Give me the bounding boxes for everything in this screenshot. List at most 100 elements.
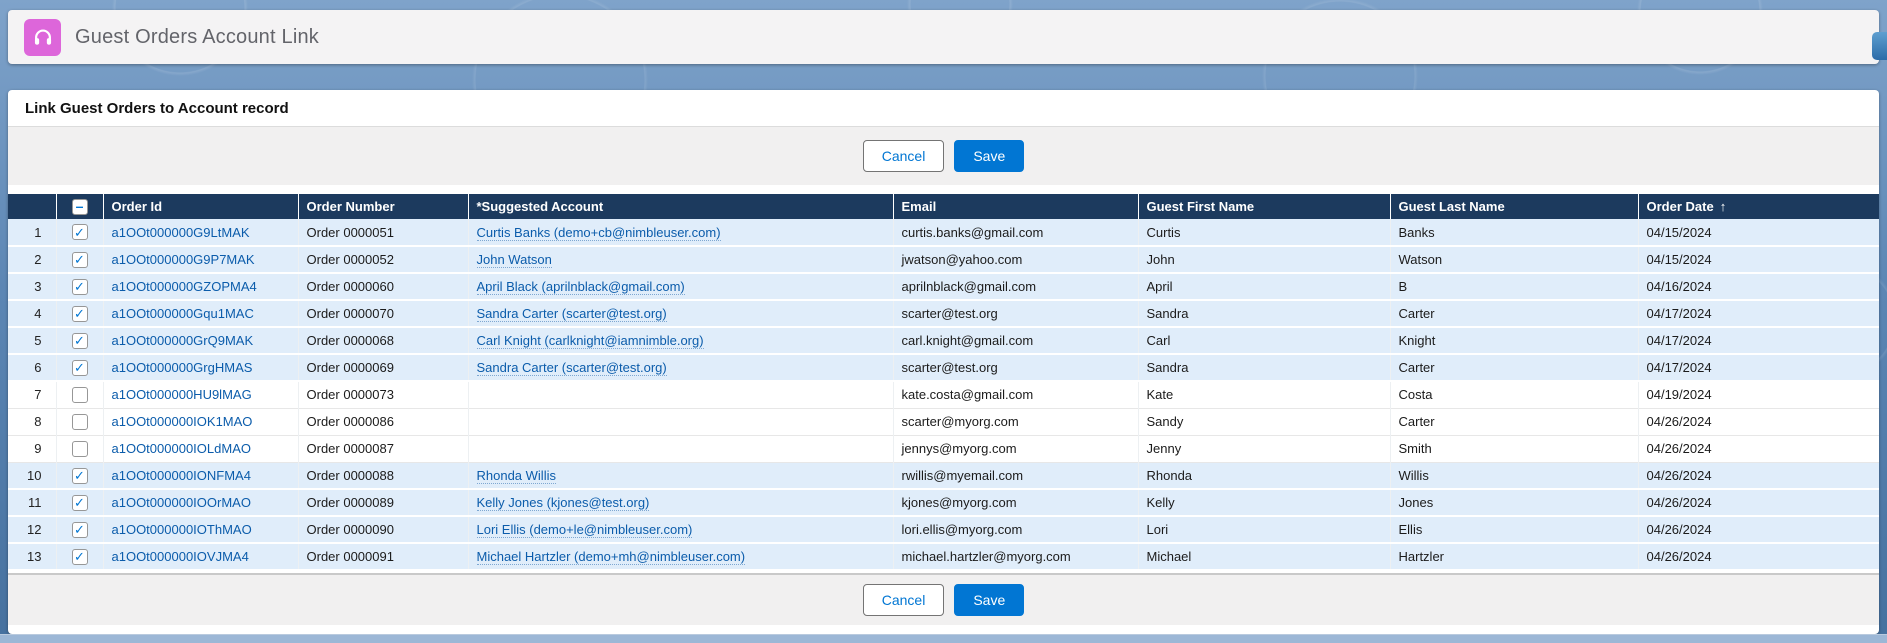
row-checkbox[interactable]: ✓ (71, 305, 88, 322)
checkbox-cell: ✓ (56, 462, 104, 489)
cell-guest-first-name: Rhonda (1138, 462, 1391, 489)
column-header-order-id[interactable]: Order Id (103, 194, 299, 219)
row-checkbox[interactable]: ✓ (71, 332, 88, 349)
table-row: 12 ✓ a1OOt000000IOThMAO Order 0000090 Lo… (8, 516, 1879, 543)
suggested-account-link[interactable]: Carl Knight (carlknight@iamnimble.org) (476, 333, 704, 349)
cell-guest-last-name: Willis (1390, 462, 1639, 489)
cancel-button[interactable]: Cancel (862, 584, 945, 616)
cell-order-id[interactable]: a1OOt000000IOLdMAO (103, 435, 299, 462)
suggested-account-link[interactable]: Michael Hartzler (demo+mh@nimbleuser.com… (476, 549, 746, 565)
row-number: 7 (8, 381, 57, 408)
cell-order-id[interactable]: a1OOt000000GrgHMAS (103, 354, 299, 381)
cell-order-id[interactable]: a1OOt000000IOOrMAO (103, 489, 299, 516)
suggested-account-link[interactable]: Rhonda Willis (476, 467, 556, 484)
cell-order-id[interactable]: a1OOt000000IOThMAO (103, 516, 299, 543)
cell-order-number: Order 0000090 (298, 516, 469, 543)
table-row: 1 ✓ a1OOt000000G9LtMAK Order 0000051 Cur… (8, 219, 1879, 246)
sort-ascending-icon: ↑ (1719, 199, 1727, 214)
cell-order-number: Order 0000068 (298, 327, 469, 354)
cell-guest-first-name: Sandra (1138, 354, 1391, 381)
column-header-order-date[interactable]: Order Date ↑ (1638, 194, 1879, 219)
row-checkbox[interactable]: ✓ (71, 548, 88, 565)
cell-order-id[interactable]: a1OOt000000HU9lMAG (103, 381, 299, 408)
row-number-column-header (8, 194, 57, 219)
table-row: 6 ✓ a1OOt000000GrgHMAS Order 0000069 San… (8, 354, 1879, 381)
cell-guest-first-name: Michael (1138, 543, 1391, 570)
cell-order-id[interactable]: a1OOt000000GrQ9MAK (103, 327, 299, 354)
checkbox-cell: ✓ (56, 543, 104, 570)
row-checkbox[interactable]: ✓ (71, 224, 88, 241)
table-row: 13 ✓ a1OOt000000IOVJMA4 Order 0000091 Mi… (8, 543, 1879, 570)
suggested-account-link[interactable]: Sandra Carter (scarter@test.org) (476, 306, 667, 322)
cell-email: scarter@test.org (893, 354, 1139, 381)
cell-suggested-account: Sandra Carter (scarter@test.org) (468, 354, 894, 381)
cell-order-number: Order 0000087 (298, 435, 469, 462)
table-row: 11 ✓ a1OOt000000IOOrMAO Order 0000089 Ke… (8, 489, 1879, 516)
row-checkbox[interactable]: ✓ (71, 521, 88, 538)
cell-suggested-account: Sandra Carter (scarter@test.org) (468, 300, 894, 327)
cell-order-id[interactable]: a1OOt000000GZOPMA4 (103, 273, 299, 300)
cell-order-id[interactable]: a1OOt000000IOVJMA4 (103, 543, 299, 570)
cell-order-id[interactable]: a1OOt000000G9LtMAK (103, 219, 299, 246)
row-checkbox[interactable]: ✓ (71, 494, 88, 511)
table-row: 10 ✓ a1OOt000000IONFMA4 Order 0000088 Rh… (8, 462, 1879, 489)
cell-guest-first-name: Kelly (1138, 489, 1391, 516)
column-header-guest-last-name[interactable]: Guest Last Name (1390, 194, 1639, 219)
suggested-account-link[interactable]: Curtis Banks (demo+cb@nimbleuser.com) (476, 224, 721, 241)
cell-order-id[interactable]: a1OOt000000IONFMA4 (103, 462, 299, 489)
top-button-bar: Cancel Save (8, 127, 1879, 185)
cancel-button[interactable]: Cancel (862, 140, 945, 172)
cell-order-number: Order 0000089 (298, 489, 469, 516)
cell-order-number: Order 0000052 (298, 246, 469, 273)
row-number: 5 (8, 327, 57, 354)
row-checkbox[interactable] (71, 440, 88, 457)
cell-order-number: Order 0000086 (298, 408, 469, 435)
cell-email: lori.ellis@myorg.com (893, 516, 1139, 543)
row-number: 11 (8, 489, 57, 516)
cell-order-date: 04/26/2024 (1646, 495, 1712, 510)
cell-order-id[interactable]: a1OOt000000IOK1MAO (103, 408, 299, 435)
row-checkbox[interactable]: ✓ (71, 359, 88, 376)
checkbox-cell: ✓ (56, 354, 104, 381)
row-checkbox[interactable]: ✓ (71, 467, 88, 484)
checkbox-cell: ✓ (56, 219, 104, 246)
column-header-email[interactable]: Email (893, 194, 1139, 219)
cell-order-id[interactable]: a1OOt000000Gqu1MAC (103, 300, 299, 327)
row-checkbox[interactable]: ✓ (71, 278, 88, 295)
save-button[interactable]: Save (954, 140, 1025, 172)
cell-guest-first-name: Lori (1138, 516, 1391, 543)
cell-order-id[interactable]: a1OOt000000G9P7MAK (103, 246, 299, 273)
save-button[interactable]: Save (954, 584, 1025, 616)
column-header-order-number[interactable]: Order Number (298, 194, 469, 219)
suggested-account-link[interactable]: Kelly Jones (kjones@test.org) (476, 495, 650, 511)
suggested-account-link[interactable]: Lori Ellis (demo+le@nimbleuser.com) (476, 522, 693, 538)
checkbox-cell: ✓ (56, 489, 104, 516)
table-row: 7 a1OOt000000HU9lMAG Order 0000073 kate.… (8, 381, 1879, 408)
cell-guest-last-name: Carter (1390, 408, 1639, 435)
row-number: 9 (8, 435, 57, 462)
suggested-account-link[interactable]: April Black (aprilnblack@gmail.com) (476, 279, 685, 295)
table-row: 4 ✓ a1OOt000000Gqu1MAC Order 0000070 San… (8, 300, 1879, 327)
select-all-checkbox[interactable]: – (71, 198, 88, 215)
cell-guest-first-name: Sandra (1138, 300, 1391, 327)
checkbox-cell: ✓ (56, 327, 104, 354)
cell-guest-last-name: Watson (1390, 246, 1639, 273)
row-checkbox[interactable] (71, 387, 88, 404)
cell-order-number: Order 0000069 (298, 354, 469, 381)
column-header-suggested-account[interactable]: *Suggested Account (468, 194, 894, 219)
cell-order-date: 04/26/2024 (1646, 522, 1712, 537)
suggested-account-link[interactable]: John Watson (476, 252, 552, 268)
cell-suggested-account (468, 435, 894, 462)
row-number: 10 (8, 462, 57, 489)
cell-order-date: 04/17/2024 (1646, 306, 1712, 321)
suggested-account-link[interactable]: Sandra Carter (scarter@test.org) (476, 360, 667, 376)
checkbox-cell (56, 408, 104, 435)
row-checkbox[interactable]: ✓ (71, 251, 88, 268)
cell-order-date: 04/26/2024 (1646, 467, 1712, 483)
row-checkbox[interactable] (71, 413, 88, 430)
column-header-guest-first-name[interactable]: Guest First Name (1138, 194, 1391, 219)
cell-suggested-account (468, 381, 894, 408)
cell-order-date: 04/26/2024 (1646, 549, 1712, 564)
cell-guest-first-name: Jenny (1138, 435, 1391, 462)
guest-orders-table: – Order Id Order Number *Suggested Account… (8, 194, 1879, 571)
